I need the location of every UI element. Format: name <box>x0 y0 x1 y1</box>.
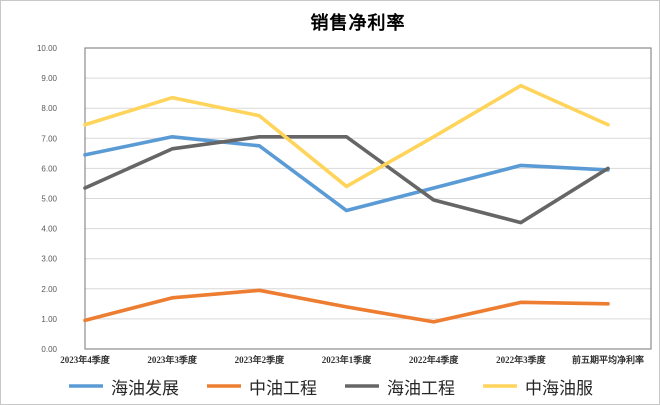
legend-line-marker-icon <box>345 384 379 388</box>
legend-line-marker-icon <box>69 384 103 388</box>
y-axis-tick-label: 5.00 <box>41 195 57 204</box>
legend-item-中海油服: 中海油服 <box>483 374 593 399</box>
legend-label: 海油工程 <box>387 378 455 398</box>
series-line-海油发展 <box>83 134 610 213</box>
legend-label: 海油发展 <box>111 378 179 398</box>
plot-border <box>84 47 652 350</box>
y-axis-tick-label: 2.00 <box>41 285 57 294</box>
x-axis-tick-label: 2023年4季度 <box>60 354 111 365</box>
x-axis-tick-label: 2023年3季度 <box>147 354 198 365</box>
line-chart-plot: 10.00 9.00 8.00 7.00 6.00 5.00 4.00 3.00 2.00 1.0… <box>37 44 652 365</box>
x-axis-tick-label: 2023年2季度 <box>235 354 286 365</box>
chart-title: 销售净利率 <box>310 13 406 33</box>
series-line-海油工程 <box>83 134 610 225</box>
y-axis-tick-label: 8.00 <box>41 104 57 113</box>
y-axis-tick-label: 3.00 <box>41 255 57 264</box>
legend-item-海油工程: 海油工程 <box>345 374 455 399</box>
legend-label: 中海油服 <box>525 378 593 398</box>
y-axis-tick-label: 6.00 <box>41 164 57 173</box>
legend-item-海油发展: 海油发展 <box>69 374 179 399</box>
x-axis-tick-label: 2023年1季度 <box>322 354 373 365</box>
y-axis-tick-label: 10.00 <box>37 44 58 53</box>
x-axis-tick-label: 前五期平均净利率 <box>572 354 644 365</box>
chart-legend: 海油发展 中油工程 海油工程 中海油服 <box>1 369 660 403</box>
y-axis-tick-label: 0.00 <box>41 345 57 354</box>
y-axis-tick-label: 1.00 <box>41 315 57 324</box>
series-line-中海油服 <box>83 83 610 189</box>
y-axis-tick-label: 4.00 <box>41 225 57 234</box>
x-axis-tick-label: 2022年3季度 <box>496 354 547 365</box>
legend-line-marker-icon <box>207 384 241 388</box>
series-line-中油工程 <box>83 288 610 324</box>
y-axis-tick-label: 7.00 <box>41 134 57 143</box>
y-axis-tick-label: 9.00 <box>41 74 57 83</box>
legend-label: 中油工程 <box>249 378 317 398</box>
x-axis-tick-label: 2022年4季度 <box>409 354 460 365</box>
legend-item-中油工程: 中油工程 <box>207 374 317 399</box>
legend-line-marker-icon <box>483 384 517 388</box>
